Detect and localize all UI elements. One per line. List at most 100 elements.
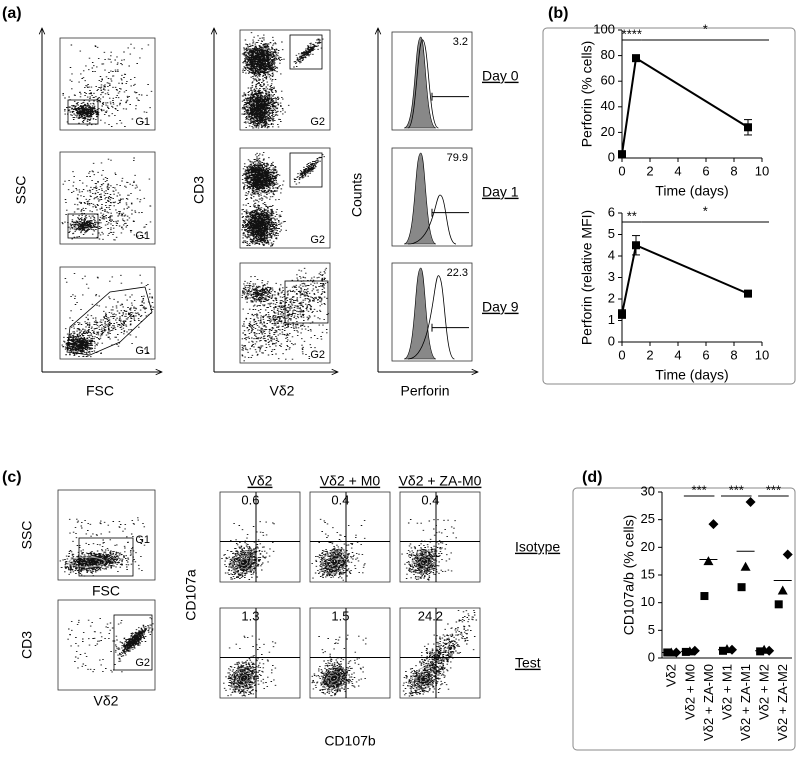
y-tick-label: 0 [648, 649, 655, 664]
gate [66, 286, 153, 356]
panel-d-frame [572, 487, 796, 751]
y-tick-label: 1 [608, 312, 615, 327]
significance: *** [766, 482, 781, 497]
quadrant-percentage: 1.5 [331, 608, 349, 623]
dot-cloud [241, 151, 325, 247]
contour [236, 555, 252, 570]
x-axis-label: FSC [86, 383, 114, 399]
marker [774, 600, 783, 609]
x-tick-label: 2 [646, 347, 653, 362]
quadrant-percentage: 0.6 [241, 492, 259, 507]
y-axis-label: Perforin (% cells) [579, 41, 595, 148]
contour [240, 674, 248, 682]
marker [756, 647, 765, 656]
quadrant-percentage: 1.3 [241, 608, 259, 623]
y-tick-label: 6 [608, 204, 615, 219]
x-tick-label: Vδ2 + M1 [719, 664, 734, 720]
x-axis-label: Vδ2 [270, 383, 295, 399]
y-tick-label: 0 [608, 149, 615, 164]
contour [231, 550, 257, 574]
dot-cloud [61, 157, 152, 241]
y-tick-label: 3 [608, 269, 615, 284]
plot-frame [391, 147, 473, 247]
contour [321, 550, 347, 574]
gate [289, 152, 323, 188]
marker [618, 310, 626, 319]
column-header: Vδ2 + M0 [320, 473, 381, 489]
x-axis-label: FSC [92, 583, 120, 599]
x-tick-label: Vδ2 + ZA-M1 [738, 664, 753, 741]
percentage: 79.9 [447, 152, 468, 164]
percentage: 22.3 [447, 267, 468, 279]
gate-label: G1 [135, 116, 150, 128]
plot-frame [399, 607, 481, 699]
gate [78, 537, 134, 577]
contour [326, 555, 342, 570]
y-tick-label: 10 [641, 594, 655, 609]
y-axis-label: SSC [13, 176, 29, 205]
dot-cloud [241, 32, 324, 129]
y-tick-label: 5 [648, 622, 655, 637]
gate-label: G2 [135, 657, 150, 669]
plot-frame [219, 607, 301, 699]
plot-frame [219, 491, 301, 583]
day-label: Day 1 [482, 184, 519, 200]
marker [777, 585, 788, 595]
x-axis-label: Perforin [400, 383, 449, 399]
marker [632, 241, 640, 250]
gate-label: G1 [135, 230, 150, 242]
y-tick-label: 4 [608, 247, 615, 262]
panel-label: (b) [548, 5, 568, 22]
x-tick-label: Vδ2 + ZA-M2 [775, 664, 790, 741]
marker [782, 549, 793, 560]
column-header: Vδ2 + ZA-M0 [399, 473, 482, 489]
x-tick-label: 0 [618, 163, 625, 178]
histogram-control [403, 152, 437, 245]
x-tick-label: 10 [755, 347, 769, 362]
gate-label: G1 [135, 534, 150, 546]
x-tick-label: Vδ2 + M0 [682, 664, 697, 720]
contour [411, 666, 437, 690]
marker [703, 556, 714, 566]
y-tick-label: 20 [641, 539, 655, 554]
dot-cloud [62, 43, 153, 127]
plot-frame [391, 262, 473, 362]
x-tick-label: 4 [674, 163, 681, 178]
significance: **** [622, 26, 642, 41]
x-tick-label: 4 [674, 347, 681, 362]
marker [632, 54, 640, 63]
x-tick-label: Vδ2 + ZA-M0 [701, 664, 716, 741]
x-tick-label: Vδ2 [664, 664, 679, 687]
panel-label: (d) [582, 469, 602, 486]
significance: *** [729, 482, 744, 497]
panel-label: (c) [2, 469, 22, 486]
x-axis-label: Time (days) [655, 367, 728, 383]
contour [68, 556, 106, 568]
marker [744, 123, 752, 132]
row-label: Isotype [515, 539, 560, 555]
x-axis-label: Vδ2 [94, 693, 119, 709]
marker [618, 150, 626, 159]
x-tick-label: Vδ2 + M2 [757, 664, 772, 720]
row-label: Test [515, 655, 541, 671]
dot-cloud [401, 519, 457, 581]
series-line [621, 56, 749, 155]
dot-cloud [61, 272, 155, 358]
column-header: Vδ2 [248, 473, 273, 489]
y-axis-label: Counts [349, 173, 365, 217]
gate [113, 614, 153, 671]
significance: * [703, 21, 708, 36]
contour [231, 666, 257, 690]
x-tick-label: 6 [702, 347, 709, 362]
y-axis-label: SSC [19, 521, 35, 550]
marker [689, 645, 700, 656]
dot-cloud [311, 634, 367, 697]
x-tick-label: 2 [646, 163, 653, 178]
quadrant-percentage: 0.4 [331, 492, 349, 507]
y-axis-label: CD107a/b (% cells) [621, 515, 637, 636]
x-tick-label: 10 [755, 163, 769, 178]
gate [67, 213, 99, 239]
day-label: Day 0 [482, 68, 519, 84]
marker [708, 519, 719, 530]
histogram-sample [407, 194, 457, 245]
